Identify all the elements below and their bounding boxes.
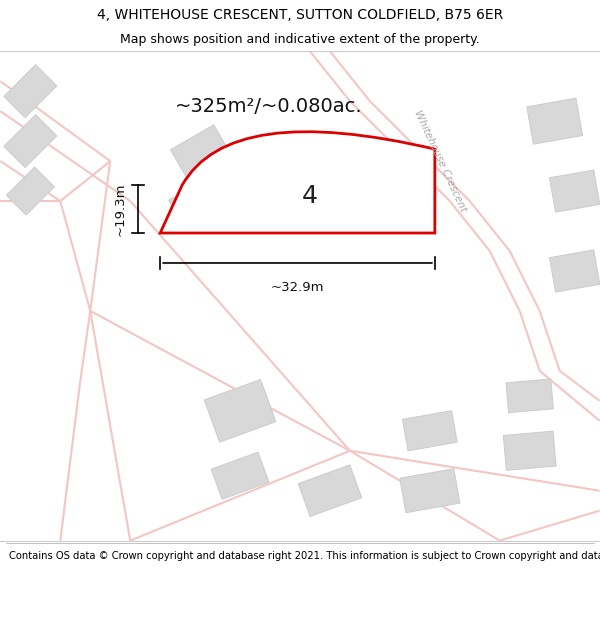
Text: Map shows position and indicative extent of the property.: Map shows position and indicative extent…	[120, 34, 480, 46]
Text: ~32.9m: ~32.9m	[271, 281, 324, 294]
Text: 4, WHITEHOUSE CRESCENT, SUTTON COLDFIELD, B75 6ER: 4, WHITEHOUSE CRESCENT, SUTTON COLDFIELD…	[97, 8, 503, 22]
Polygon shape	[170, 125, 230, 177]
Polygon shape	[7, 167, 55, 215]
Polygon shape	[400, 469, 460, 512]
Polygon shape	[403, 411, 457, 451]
Text: ~325m²/~0.080ac.: ~325m²/~0.080ac.	[175, 97, 363, 116]
Polygon shape	[204, 379, 276, 442]
Polygon shape	[211, 452, 269, 499]
Polygon shape	[527, 98, 583, 144]
Polygon shape	[506, 379, 553, 412]
Polygon shape	[4, 114, 57, 168]
Text: ~19.3m: ~19.3m	[113, 182, 126, 236]
Text: 4: 4	[302, 184, 318, 208]
Polygon shape	[4, 65, 57, 118]
Polygon shape	[550, 250, 600, 292]
Polygon shape	[503, 431, 556, 471]
PathPatch shape	[160, 132, 435, 233]
Polygon shape	[550, 170, 600, 212]
Text: Contains OS data © Crown copyright and database right 2021. This information is : Contains OS data © Crown copyright and d…	[9, 551, 600, 561]
Polygon shape	[298, 465, 362, 516]
Text: Whitehouse Crescent: Whitehouse Crescent	[412, 109, 468, 214]
Polygon shape	[169, 177, 221, 224]
